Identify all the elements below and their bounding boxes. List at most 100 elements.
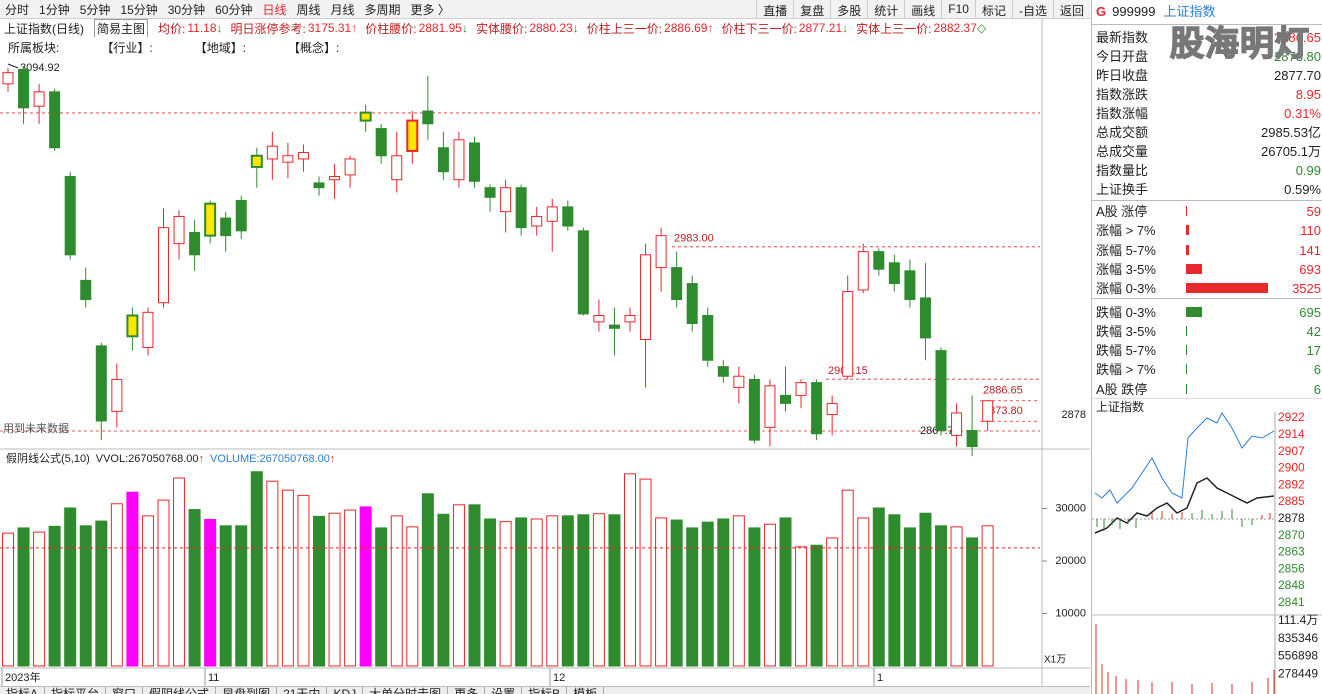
toolbar-tab[interactable]: 5分钟: [79, 2, 111, 17]
quote-value: 2873.80: [1274, 49, 1321, 64]
toolbar-tab[interactable]: 周线: [296, 2, 321, 17]
toolbar-button[interactable]: 复盘: [793, 0, 830, 18]
indicator-vvol-label: VVOL:: [96, 453, 128, 465]
toolbar-button[interactable]: 标记: [974, 0, 1012, 18]
indicator-volume: 267050768.00: [260, 453, 330, 465]
toolbar-tab[interactable]: 15分钟: [120, 2, 158, 17]
indicator-arrow: ↑: [330, 453, 336, 465]
candle-body: [702, 315, 714, 361]
candle-body: [795, 382, 807, 396]
toolbar-button[interactable]: -自选: [1011, 0, 1053, 18]
volume-bar: [530, 518, 543, 667]
breadth-label: 涨幅 0-3%: [1096, 281, 1156, 297]
stat-arrow: ↑: [707, 21, 714, 35]
breadth-value: 42: [1306, 323, 1321, 339]
breadth-bars: [1151, 511, 1271, 519]
tab[interactable]: 窗口: [106, 687, 144, 694]
stat-arrow: ↓: [216, 21, 223, 35]
toolbar: 分时 1分钟 5分钟 15分钟 30分钟 60分钟 日线 周线 月线 多周期 更多 〉 直播 复盘 多股统…: [0, 0, 1090, 19]
quote-row: 总成交额 2985.53亿: [1096, 123, 1321, 142]
toolbar-tab[interactable]: 月线: [330, 2, 355, 17]
breadth-value: 141: [1299, 242, 1321, 258]
mini-volume-tick: 111.4万: [1278, 613, 1318, 627]
tab[interactable]: 指标平台: [45, 687, 107, 694]
candle-body: [515, 187, 527, 229]
toolbar-tab[interactable]: 多周期: [364, 2, 401, 17]
breadth-value: 693: [1299, 261, 1321, 277]
candle-body: [904, 270, 916, 301]
tab[interactable]: 指标A: [0, 687, 46, 694]
date-label: 1: [877, 672, 883, 684]
candle-body: [935, 350, 947, 432]
toolbar-tab[interactable]: 1分钟: [39, 2, 70, 17]
candle-body: [111, 378, 123, 412]
breadth-label: 跌幅 3-5%: [1096, 323, 1156, 339]
stat-arrow: ↓: [572, 21, 579, 35]
candle-body: [313, 182, 325, 189]
reference-label: 2886.65: [983, 385, 1023, 397]
candle-body: [500, 187, 512, 213]
toolbar-button[interactable]: 返回: [1052, 0, 1090, 18]
date-label: 2023年: [5, 670, 40, 684]
tab[interactable]: 更多: [448, 687, 486, 694]
volume-bar: [110, 503, 123, 667]
toolbar-button[interactable]: 统计: [867, 0, 904, 18]
toolbar-tab[interactable]: 日线: [262, 2, 287, 17]
toolbar-tab[interactable]: 更多 〉: [410, 2, 450, 17]
breadth-bar: [1186, 325, 1187, 336]
stat-value: 2882.37: [933, 21, 977, 35]
toolbar-tab[interactable]: 30分钟: [167, 2, 206, 17]
candle-body: [966, 430, 978, 448]
stat-arrow: ↓: [461, 21, 468, 35]
volume-bar: [328, 512, 341, 667]
tab[interactable]: 21天内: [277, 687, 328, 694]
stat-label: 价柱腰价:: [365, 21, 417, 36]
candle-body: [359, 111, 372, 122]
tab[interactable]: 模板: [567, 687, 605, 694]
stat-label: 均价:: [158, 21, 186, 36]
volume-bar: [872, 507, 885, 667]
toolbar-tab[interactable]: 分时: [5, 2, 30, 17]
volume-bar: [157, 499, 170, 667]
candle-body: [220, 217, 232, 237]
mini-price-tick: 2892: [1278, 477, 1305, 491]
breadth-row: 跌幅 3-5% 42: [1096, 322, 1321, 341]
tab[interactable]: 大单分时走图: [363, 687, 449, 694]
candle-body: [717, 366, 729, 377]
tab[interactable]: 指标B: [522, 687, 568, 694]
stat-value: 3175.31: [307, 21, 352, 35]
toolbar-tab[interactable]: 60分钟: [215, 2, 253, 17]
quote-row: 指数涨跌 8.95: [1096, 85, 1321, 104]
separator: [1092, 200, 1322, 201]
candle-body: [437, 147, 449, 173]
stat-value: 2886.69: [664, 21, 708, 35]
bottom-tabs: 指标A 指标平台 窗口 假阴线公式 早盘到图 21天内 KDJ 大单分时走图 更多 设置 指标B 模板: [0, 686, 1090, 694]
breadth-bar: [1186, 364, 1187, 375]
toolbar-button[interactable]: 画线: [904, 0, 941, 18]
tab[interactable]: KDJ: [327, 687, 364, 694]
candle-body: [142, 311, 154, 348]
indicator-header: 上证指数(日线) 简易主图 均价: 11.18 ↓ 明日涨停参考: 3175.31 ↑ 价柱腰价…: [0, 19, 1042, 37]
tab[interactable]: 假阴线公式: [143, 687, 217, 694]
volume-bar: [546, 515, 559, 667]
volume-bar: [484, 518, 497, 667]
toolbar-button[interactable]: F10: [941, 0, 975, 18]
quote-label: 最新指数: [1096, 30, 1149, 45]
main-mode[interactable]: 简易主图: [94, 19, 149, 37]
candle-body: [250, 154, 263, 168]
candle-body: [826, 402, 838, 416]
tab[interactable]: 设置: [485, 687, 523, 694]
kline-chart: 2983.002900.152886.652873.802867.723094.…: [0, 18, 1090, 686]
sector-label: 【概念】:: [288, 40, 340, 55]
volume-tick-label: 10000: [1055, 607, 1086, 619]
stat-label: 价柱下三一价:: [721, 21, 797, 36]
breadth-label: 涨幅 3-5%: [1096, 261, 1156, 277]
tab[interactable]: 早盘到图: [216, 687, 278, 694]
toolbar-button[interactable]: 直播: [756, 0, 793, 18]
toolbar-button[interactable]: 多股: [830, 0, 867, 18]
stat-value: 2880.23: [529, 21, 573, 35]
volume-bar: [235, 525, 248, 667]
candle-body: [235, 199, 247, 232]
quote-value: 2985.53亿: [1261, 125, 1321, 140]
volume-bar: [779, 517, 792, 667]
